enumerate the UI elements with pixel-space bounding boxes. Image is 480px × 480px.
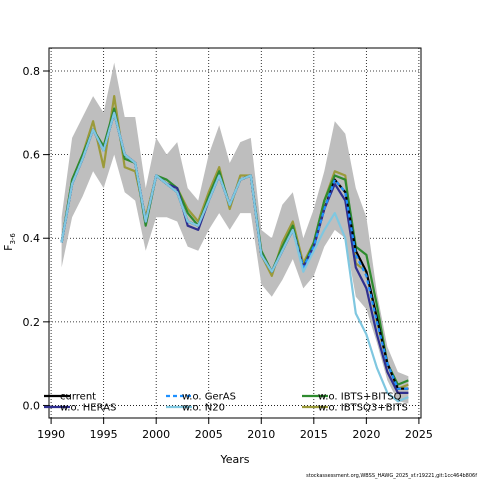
confidence-band-group: [61, 62, 409, 404]
y-tick-label: 0.8: [23, 65, 41, 78]
x-tick-label: 2015: [300, 428, 328, 441]
footer-source: stockassessment.org,WBSS_HAWG_2025_sf.r1…: [306, 473, 477, 479]
x-tick-label: 2025: [405, 428, 433, 441]
x-tick-label: 2020: [352, 428, 380, 441]
x-axis-title: Years: [219, 453, 249, 466]
y-tick-label: 0.4: [23, 232, 41, 245]
y-tick-label: 0.6: [23, 149, 41, 162]
x-axis: 1990 1995 2000 2005 2010 2015 2020 2025: [37, 417, 433, 441]
y-axis: 0.0 0.2 0.4 0.6 0.8: [23, 65, 49, 412]
legend-label: w.o. GerAS: [182, 392, 236, 403]
legend-label: w.o. HERAS: [60, 403, 116, 414]
series-lines: [60, 94, 409, 403]
legend-label: w.o. N20: [182, 403, 225, 414]
x-tick-label: 2000: [142, 428, 170, 441]
x-tick-label: 1990: [37, 428, 65, 441]
legend-label: w.o. IBTSQ3+BITS: [318, 403, 408, 414]
y-axis-title: F3-6: [2, 233, 17, 251]
legend-label: current: [60, 392, 96, 403]
y-axis-title-main: F: [2, 245, 15, 251]
confidence-band: [61, 62, 409, 404]
y-axis-title-subscript: 3-6: [9, 233, 17, 245]
series-line-w-o-n20: [60, 111, 409, 403]
x-tick-label: 2005: [195, 428, 223, 441]
legend-label: w.o. IBTS+BITSQ: [318, 392, 402, 403]
y-tick-label: 0.2: [23, 316, 41, 329]
x-tick-label: 2010: [247, 428, 275, 441]
y-tick-label: 0.0: [23, 399, 41, 412]
x-tick-label: 1995: [90, 428, 118, 441]
